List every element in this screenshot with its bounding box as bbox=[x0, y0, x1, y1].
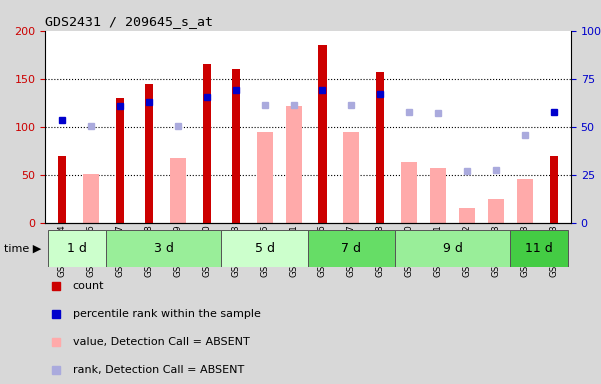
Text: 11 d: 11 d bbox=[525, 242, 553, 255]
Text: 9 d: 9 d bbox=[442, 242, 462, 255]
Bar bbox=[170, 159, 186, 223]
Text: rank, Detection Call = ABSENT: rank, Detection Call = ABSENT bbox=[73, 364, 244, 374]
Bar bbox=[285, 106, 302, 223]
Text: value, Detection Call = ABSENT: value, Detection Call = ABSENT bbox=[73, 337, 249, 347]
Bar bbox=[488, 199, 504, 223]
Bar bbox=[257, 132, 273, 223]
Bar bbox=[401, 162, 417, 223]
Text: 1 d: 1 d bbox=[67, 242, 87, 255]
Bar bbox=[459, 208, 475, 223]
Bar bbox=[116, 98, 124, 223]
Bar bbox=[58, 157, 67, 223]
Bar bbox=[232, 69, 240, 223]
Bar bbox=[343, 132, 359, 223]
Bar bbox=[549, 156, 558, 223]
Bar bbox=[221, 230, 308, 267]
Bar bbox=[48, 230, 106, 267]
Bar bbox=[510, 230, 568, 267]
Text: count: count bbox=[73, 281, 105, 291]
Bar bbox=[319, 45, 326, 223]
Text: time ▶: time ▶ bbox=[4, 243, 41, 254]
Bar bbox=[376, 72, 384, 223]
Bar bbox=[106, 230, 221, 267]
Bar bbox=[430, 168, 446, 223]
Text: 7 d: 7 d bbox=[341, 242, 361, 255]
Text: 3 d: 3 d bbox=[154, 242, 174, 255]
Bar bbox=[145, 84, 153, 223]
Bar bbox=[395, 230, 510, 267]
Text: GDS2431 / 209645_s_at: GDS2431 / 209645_s_at bbox=[45, 15, 213, 28]
Text: 5 d: 5 d bbox=[255, 242, 275, 255]
Bar bbox=[203, 65, 211, 223]
Bar bbox=[84, 174, 99, 223]
Bar bbox=[308, 230, 395, 267]
Bar bbox=[517, 179, 532, 223]
Text: percentile rank within the sample: percentile rank within the sample bbox=[73, 309, 261, 319]
